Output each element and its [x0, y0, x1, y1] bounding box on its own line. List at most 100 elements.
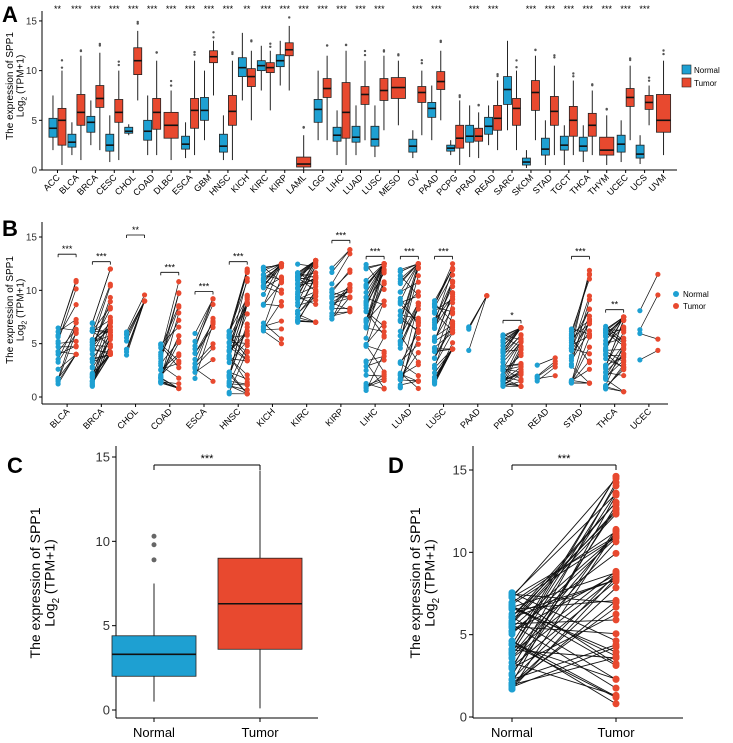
- normal-box: [124, 124, 134, 136]
- pair-line: [434, 348, 453, 369]
- pair-line: [502, 338, 522, 360]
- outlier-point: [212, 36, 215, 39]
- tumor-point: [612, 584, 620, 592]
- tumor-point: [518, 383, 524, 389]
- normal-point: [55, 340, 61, 347]
- tumor-point: [381, 371, 387, 377]
- normal-point: [363, 264, 369, 270]
- normal-point: [55, 329, 61, 335]
- y-tick-label: 0: [103, 703, 110, 718]
- pair-line: [365, 264, 385, 290]
- normal-point: [226, 378, 232, 384]
- tumor-box: [417, 70, 427, 136]
- pair-line: [400, 315, 419, 333]
- pair-line: [502, 383, 522, 387]
- box-iqr: [341, 82, 351, 139]
- category-group: *** KIRP: [323, 230, 353, 428]
- tumor-point: [313, 257, 319, 264]
- normal-box: [105, 115, 115, 163]
- category-group: *** COAD: [149, 262, 182, 432]
- tumor-point: [621, 314, 627, 320]
- outlier-point: [496, 74, 499, 78]
- significance-label: ***: [279, 4, 290, 14]
- outlier-point: [169, 84, 173, 87]
- tumor-point: [621, 367, 627, 373]
- normal-point: [89, 374, 95, 380]
- pair-line: [571, 309, 590, 349]
- pair-line: [365, 301, 385, 347]
- pair-line: [365, 373, 385, 389]
- x-tick-label: SKCM: [510, 172, 535, 197]
- tumor-point: [107, 317, 113, 323]
- pair-line: [263, 263, 282, 295]
- pair-line: [263, 320, 282, 327]
- significance-label: **: [611, 300, 619, 310]
- tumor-point: [244, 387, 250, 393]
- y-axis-title-log: Log: [16, 101, 27, 118]
- tumor-point: [381, 357, 387, 363]
- tumor-point: [107, 351, 113, 357]
- tumor-point: [449, 266, 456, 272]
- pair-line: [365, 263, 385, 303]
- category-group: KICH: [255, 261, 285, 429]
- tumor-point: [210, 319, 216, 325]
- pair-line: [434, 348, 453, 380]
- normal-point: [637, 327, 643, 333]
- tumor-point: [621, 389, 627, 395]
- outlier-point: [496, 73, 499, 76]
- tumor-point: [586, 380, 593, 386]
- normal-point: [500, 359, 506, 365]
- tumor-point: [415, 319, 421, 325]
- tumor-point: [449, 291, 456, 297]
- significance-label: ***: [558, 453, 572, 465]
- outlier-point: [136, 20, 139, 24]
- pair-line: [331, 290, 351, 303]
- outlier-point: [151, 533, 157, 539]
- pair-line: [365, 300, 385, 322]
- box-iqr: [465, 124, 475, 143]
- tumor-point: [586, 271, 593, 277]
- pair-line: [434, 306, 453, 313]
- pair-line: [160, 281, 180, 353]
- tumor-point: [176, 290, 182, 297]
- tumor-point: [612, 652, 620, 660]
- normal-point: [397, 332, 403, 339]
- pair-line: [57, 354, 77, 385]
- tumor-box: [599, 115, 615, 166]
- pair-line: [365, 353, 385, 391]
- tumor-point: [612, 662, 620, 670]
- tumor-point: [612, 577, 620, 585]
- tumor-box: [114, 70, 124, 161]
- tumor-point: [381, 329, 387, 335]
- tumor-box: [217, 470, 303, 709]
- pair-line: [92, 285, 111, 340]
- pair-line: [263, 330, 282, 344]
- normal-point: [363, 385, 369, 391]
- pair-line: [297, 313, 316, 323]
- pair-line: [366, 263, 385, 268]
- outlier-point: [647, 76, 651, 79]
- tumor-point: [518, 332, 524, 339]
- pair-line: [365, 263, 385, 286]
- y-axis-title-sub: 2: [431, 598, 442, 603]
- normal-point: [508, 649, 516, 657]
- normal-box: [143, 95, 153, 156]
- normal-point: [431, 301, 438, 308]
- normal-point: [363, 309, 369, 315]
- tumor-point: [415, 289, 421, 295]
- tumor-point: [107, 332, 113, 338]
- tumor-point: [244, 372, 250, 378]
- pair-line: [400, 314, 419, 319]
- significance-label: ***: [199, 282, 210, 292]
- category-group: DLBC***: [151, 4, 179, 196]
- normal-point: [363, 305, 369, 311]
- tumor-point: [415, 378, 421, 385]
- pair-line: [92, 339, 111, 369]
- pair-line: [229, 385, 248, 395]
- category-group: UCEC: [628, 271, 661, 431]
- box-iqr: [427, 102, 437, 118]
- normal-point: [55, 359, 61, 365]
- box-iqr: [143, 119, 153, 141]
- tumor-box: [190, 60, 199, 156]
- tumor-point: [107, 283, 113, 289]
